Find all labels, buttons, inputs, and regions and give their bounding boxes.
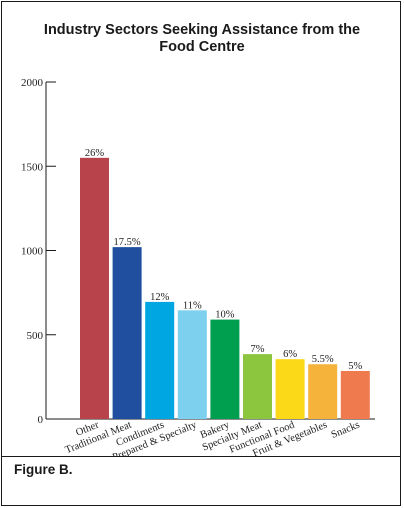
data-label-2: 17.5% [114,237,141,248]
figure-caption: Figure B. [14,462,73,477]
data-label-8: 5.5% [312,354,334,365]
bar-4 [177,310,207,419]
bar-chart: 050010001500200026%Other17.5%Traditional… [21,77,375,456]
bar-9 [340,370,370,419]
bar-2 [112,247,142,419]
bar-3 [145,301,175,419]
bar-1 [80,157,109,419]
data-label-4: 11% [183,300,202,311]
data-label-1: 26% [85,148,105,159]
chart-title: Industry Sectors Seeking Assistance from… [0,22,404,56]
y-tick-label-1000: 1000 [21,246,44,258]
chart-title-line-1: Industry Sectors Seeking Assistance from… [43,22,361,38]
y-tick-label-1500: 1500 [21,161,44,173]
bar-5 [210,319,240,419]
y-tick-label-2000: 2000 [21,77,44,89]
y-tick-label-0: 0 [38,414,44,426]
data-label-3: 12% [150,292,170,303]
bar-6 [243,354,272,419]
data-label-9: 5% [348,361,362,372]
data-label-5: 10% [215,310,235,321]
y-tick-label-500: 500 [27,330,44,342]
bar-8 [308,364,338,419]
category-label-9: Snacks [330,420,362,441]
data-label-6: 7% [251,344,265,355]
bar-7 [275,359,305,419]
data-label-7: 6% [283,349,297,360]
caption-divider [2,456,400,457]
chart-title-line-2: Food Centre [159,39,245,55]
